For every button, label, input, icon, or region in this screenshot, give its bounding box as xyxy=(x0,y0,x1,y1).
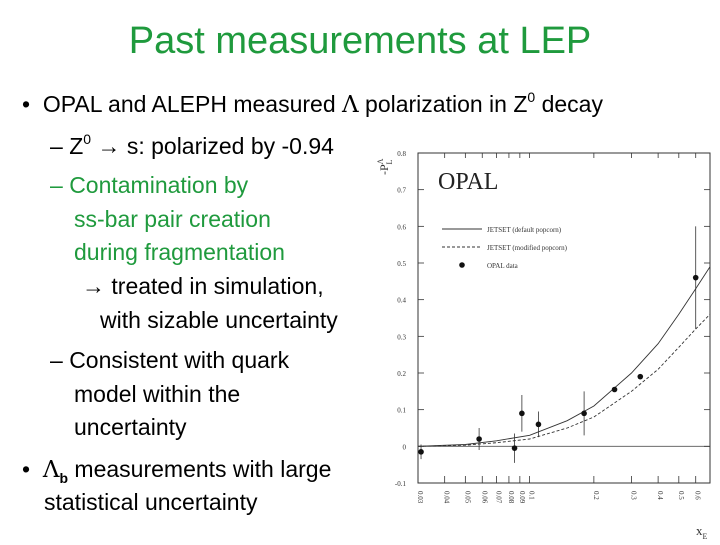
bullet-1-text-a: OPAL and ALEPH measured xyxy=(42,91,343,117)
y-tick-label: 0 xyxy=(403,443,407,451)
x-tick-label: 0.04 xyxy=(443,491,451,504)
sub-bullet-2-line-4: → treated in simulation, xyxy=(82,272,324,300)
data-point xyxy=(418,449,424,455)
sub-bullet-1-text-a: Z xyxy=(69,133,84,159)
y-tick-label: 0.1 xyxy=(397,407,406,415)
y-tick-label: 0.7 xyxy=(397,187,406,195)
opal-chart: -0.1 0 0.1 0.2 0.3 0.4 0.5 0.6 0.7 0.8 0.03 0.04 0.0… xyxy=(372,135,720,541)
arrow-icon: → xyxy=(97,133,121,159)
sub-bullet-3-line-2: model within the xyxy=(74,380,240,408)
sub-bullet-2-line-5-text: with sizable uncertainty xyxy=(100,307,338,333)
y-tick-label: 0.2 xyxy=(397,370,406,378)
y-tick-label: 0.6 xyxy=(397,223,406,231)
opal-polarization-plot: -0.1 0 0.1 0.2 0.3 0.4 0.5 0.6 0.7 0.8 0.03 0.04 0.0… xyxy=(376,150,711,541)
superscript-zero: 0 xyxy=(527,89,536,105)
legend-label: OPAL data xyxy=(487,262,519,270)
data-point xyxy=(535,421,542,428)
bullet-symbol: • xyxy=(22,91,31,117)
x-tick-label: 0.2 xyxy=(592,491,600,500)
x-tick-label: 0.4 xyxy=(656,491,664,500)
sub-bullet-3: – Consistent with quark xyxy=(50,346,289,374)
x-axis-label: xE xyxy=(696,523,708,540)
subscript-b: b xyxy=(59,470,69,486)
sub-bullet-1: – Z0 → s: polarized by -0.94 xyxy=(50,132,334,160)
sub-bullet-2-line-2-text: ss-bar pair creation xyxy=(74,206,271,232)
data-point xyxy=(611,386,618,393)
y-tick-label: 0.3 xyxy=(397,333,406,341)
sub-bullet-2-line-3-text: during fragmentation xyxy=(74,239,285,265)
sub-bullet-2: – Contamination by xyxy=(50,171,248,199)
y-axis-label-main: -P xyxy=(377,164,391,175)
sub-bullet-3-line-3: uncertainty xyxy=(74,413,187,441)
plot-frame xyxy=(417,152,711,484)
data-point xyxy=(476,436,482,442)
series-curve-1 xyxy=(417,313,711,447)
sub-bullet-2-line-1: Contamination by xyxy=(69,172,249,198)
lambda-symbol: Λ xyxy=(42,457,60,483)
sub-bullet-1-text-b: s: polarized by -0.94 xyxy=(120,133,334,159)
dash-symbol: – xyxy=(50,347,63,373)
data-point xyxy=(637,373,644,380)
legend-label: JETSET (modified popcorn) xyxy=(487,244,568,252)
sub-bullet-2-line-2: ss-bar pair creation xyxy=(74,205,271,233)
data-point xyxy=(511,445,518,451)
x-tick-label: 0.07 xyxy=(495,491,503,504)
y-tick-label: 0.4 xyxy=(397,297,406,305)
bullet-2-line-2-text: statistical uncertainty xyxy=(44,489,258,515)
data-point xyxy=(581,410,587,417)
x-tick-label: 0.1 xyxy=(528,491,536,500)
sub-bullet-3-line-2-text: model within the xyxy=(74,381,241,407)
superscript-zero: 0 xyxy=(83,131,92,147)
x-tick-label: 0.03 xyxy=(416,491,424,504)
y-axis-label-sup: Λ xyxy=(376,158,385,164)
bullet-1-text-b: polarization in Z xyxy=(358,91,528,117)
x-tick-label: 0.5 xyxy=(677,491,685,500)
x-tick-label: 0.6 xyxy=(694,491,702,500)
bullet-1: • OPAL and ALEPH measured Λ polarization… xyxy=(22,90,603,119)
y-tick-label: 0.5 xyxy=(397,260,406,268)
sub-bullet-2-line-3: during fragmentation xyxy=(74,238,285,266)
bullet-2-text-a: measurements with large xyxy=(68,456,332,482)
bullet-2-line-2: statistical uncertainty xyxy=(44,488,257,516)
dash-symbol: – xyxy=(50,133,63,159)
x-tick-label: 0.3 xyxy=(629,491,637,500)
bullet-1-text-c: decay xyxy=(535,91,603,117)
x-tick-label: 0.05 xyxy=(463,491,471,504)
legend-label: JETSET (default popcorn) xyxy=(487,226,562,234)
legend-point-marker xyxy=(459,262,465,268)
data-point xyxy=(519,410,525,417)
arrow-icon: → xyxy=(82,273,105,299)
sub-bullet-3-line-3-text: uncertainty xyxy=(74,414,187,440)
x-tick-label: 0.09 xyxy=(518,491,526,504)
dash-symbol: – xyxy=(50,172,63,198)
x-axis-label-main: x xyxy=(696,523,703,538)
x-tick-label: 0.08 xyxy=(507,491,515,504)
x-tick-label: 0.06 xyxy=(480,491,488,504)
slide-title: Past measurements at LEP xyxy=(128,20,592,62)
sub-bullet-3-line-1: Consistent with quark xyxy=(69,347,290,373)
bullet-2: • Λb measurements with large xyxy=(22,455,332,486)
y-tick-label: 0.8 xyxy=(397,150,406,158)
chart-title: OPAL xyxy=(438,169,498,195)
y-axis-label: -PΛL xyxy=(376,158,394,175)
bullet-symbol: • xyxy=(22,456,31,482)
lambda-symbol: Λ xyxy=(342,92,359,118)
series-curve-0 xyxy=(417,266,711,447)
y-tick-label: -0.1 xyxy=(395,480,407,488)
sub-bullet-2-line-4-text: treated in simulation, xyxy=(105,273,324,299)
data-point xyxy=(692,274,699,281)
x-axis-label-sub: E xyxy=(703,532,708,540)
y-axis-label-sub: L xyxy=(385,160,394,165)
sub-bullet-2-line-5: with sizable uncertainty xyxy=(100,306,338,334)
